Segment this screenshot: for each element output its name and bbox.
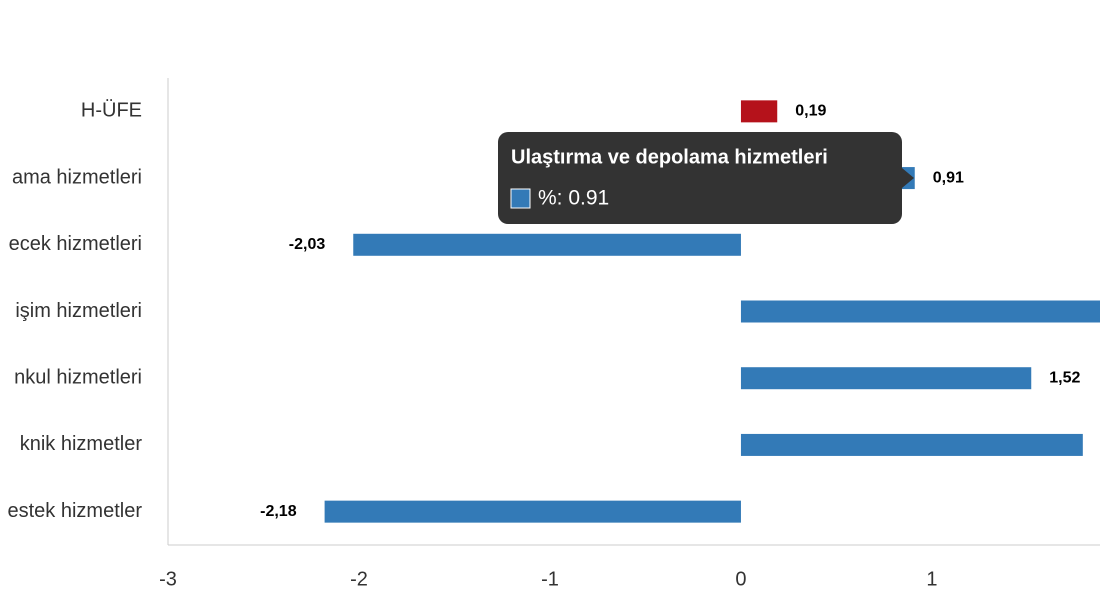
x-tick-label: 0	[735, 568, 746, 590]
category-label: işim hizmetleri	[15, 300, 142, 322]
category-label: nkul hizmetleri	[14, 366, 142, 388]
x-tick-label: -3	[159, 568, 177, 590]
bar	[353, 233, 741, 256]
value-label: 0,91	[933, 169, 964, 186]
category-label: estek hizmetler	[8, 500, 143, 522]
plot: -3 -2 -1 0 1 H-ÜFE 0,19 ama hizmetleri 0,91 ecek …	[8, 100, 1100, 590]
tooltip-title: Ulaştırma ve depolama hizmetleri	[511, 146, 828, 168]
bar	[740, 433, 1083, 456]
x-tick-label: -2	[350, 568, 368, 590]
category-label: H-ÜFE	[81, 100, 142, 122]
value-label: 1,52	[1049, 369, 1080, 386]
category-label: knik hizmetler	[20, 433, 143, 455]
category-label: ecek hizmetleri	[9, 233, 142, 255]
tooltip-text: %: 0.91	[538, 187, 609, 210]
value-label: -2,03	[289, 236, 326, 253]
category-label: ama hizmetleri	[12, 166, 142, 188]
tooltip-swatch	[510, 188, 531, 209]
tooltip-pointer	[902, 168, 914, 188]
value-label: -2,18	[260, 503, 297, 520]
value-label: 0,19	[795, 103, 826, 120]
x-tick-label: -1	[541, 568, 559, 590]
bar	[324, 500, 741, 523]
tooltip-box	[498, 132, 902, 224]
bar	[740, 100, 778, 123]
bar	[740, 367, 1032, 390]
x-tick-label: 1	[926, 568, 937, 590]
tooltip: Ulaştırma ve depolama hizmetleri %: 0.91	[498, 132, 914, 224]
bar	[740, 300, 1100, 323]
